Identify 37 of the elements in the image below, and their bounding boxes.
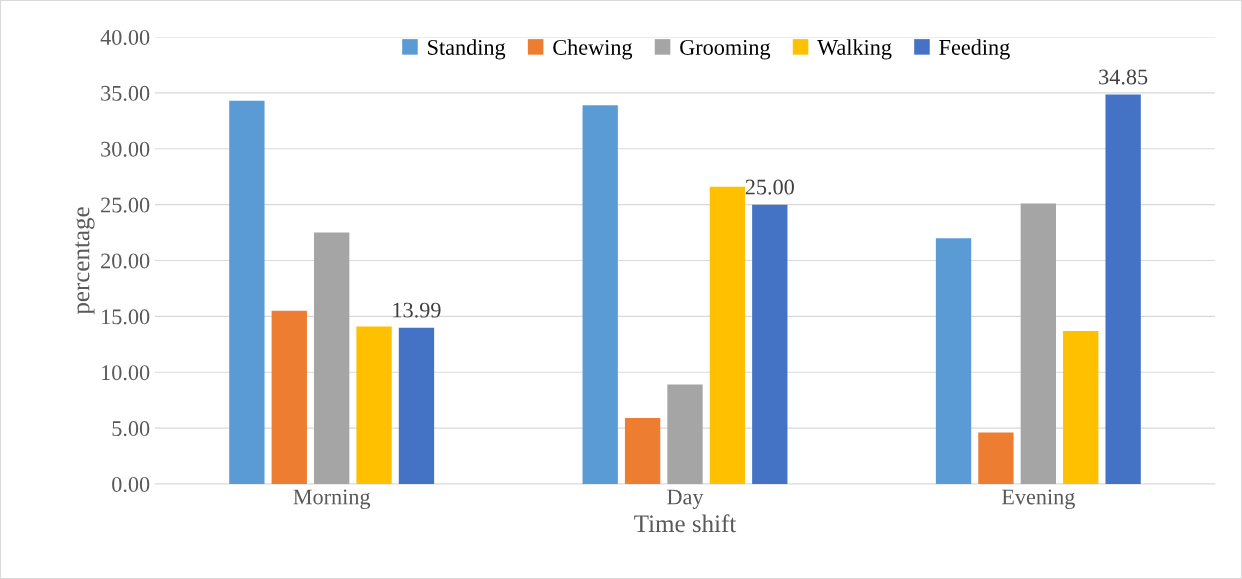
- legend-label: Feeding: [939, 39, 1010, 60]
- legend-label: Grooming: [680, 39, 771, 60]
- bar: [624, 418, 661, 484]
- y-tick-label: 10.00: [102, 365, 150, 381]
- legend-label: Chewing: [553, 39, 633, 60]
- y-tick-label: 20.00: [101, 253, 150, 269]
- bar: [314, 232, 350, 484]
- bar: [356, 326, 392, 484]
- bar: [582, 105, 618, 484]
- bar: [752, 204, 788, 484]
- data-label: 13.99: [393, 302, 441, 318]
- y-tick-label: 40.00: [100, 29, 150, 46]
- y-tick-label: 30.00: [101, 141, 150, 157]
- x-tick-label: Morning: [293, 489, 371, 510]
- x-tick-label: Evening: [1001, 489, 1075, 510]
- bar: [667, 384, 703, 484]
- bar: [935, 238, 972, 484]
- y-tick-label: 25.00: [101, 197, 150, 213]
- bar: [398, 327, 435, 484]
- y-tick-label: 15.00: [102, 309, 150, 325]
- bar: [1105, 94, 1141, 484]
- bar: [1020, 203, 1056, 484]
- bar: [709, 186, 746, 484]
- x-tick-label: Day: [667, 489, 704, 510]
- x-axis-title: Time shift: [634, 514, 737, 533]
- bar: [271, 310, 307, 484]
- legend-label: Walking: [817, 39, 892, 60]
- y-tick-label: 5.00: [112, 421, 150, 437]
- data-label: 34.85: [1099, 69, 1148, 85]
- bar: [978, 432, 1014, 484]
- data-label: 25.00: [745, 179, 794, 195]
- y-tick-label: 0.00: [112, 476, 150, 493]
- bar: [229, 100, 265, 484]
- y-tick-label: 35.00: [101, 85, 150, 101]
- legend-label: Standing: [428, 39, 506, 60]
- y-axis-title: percentage: [75, 207, 95, 315]
- bar: [1063, 330, 1099, 484]
